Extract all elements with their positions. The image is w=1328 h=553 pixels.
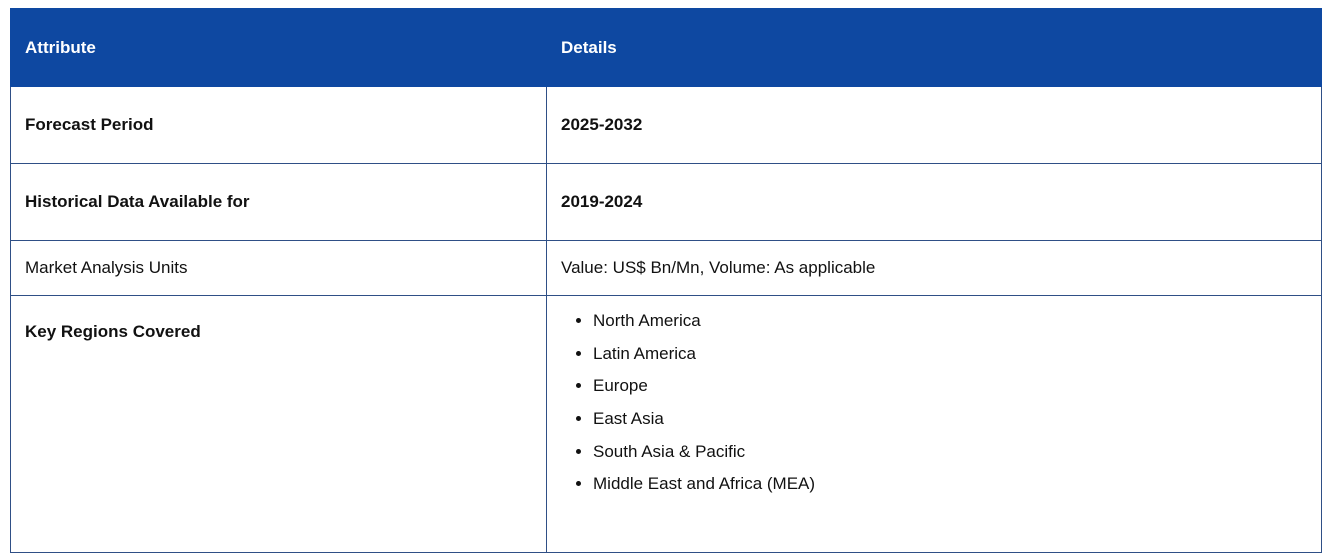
column-header-details: Details (546, 8, 1322, 87)
report-attributes-table: Attribute Details Forecast Period 2025-2… (10, 8, 1322, 553)
table-header-row: Attribute Details (10, 8, 1322, 87)
report-attributes-table-container: Attribute Details Forecast Period 2025-2… (10, 8, 1322, 553)
list-item-region: North America (593, 310, 1307, 331)
table-row: Forecast Period 2025-2032 (10, 86, 1322, 164)
list-item-region: Latin America (593, 343, 1307, 364)
list-item-region: Europe (593, 375, 1307, 396)
row-attribute-historical-data: Historical Data Available for (10, 163, 547, 241)
column-header-attribute: Attribute (10, 8, 547, 87)
list-item-region: South Asia & Pacific (593, 441, 1307, 462)
list-item-region: Middle East and Africa (MEA) (593, 473, 1307, 494)
list-item-region: East Asia (593, 408, 1307, 429)
row-details-historical-data: 2019-2024 (546, 163, 1322, 241)
table-header: Attribute Details (10, 8, 1322, 87)
row-details-forecast-period: 2025-2032 (546, 86, 1322, 164)
table-row: Key Regions Covered North America Latin … (10, 295, 1322, 553)
table-row: Market Analysis Units Value: US$ Bn/Mn, … (10, 240, 1322, 296)
row-details-key-regions: North America Latin America Europe East … (546, 295, 1322, 553)
row-details-market-analysis-units: Value: US$ Bn/Mn, Volume: As applicable (546, 240, 1322, 296)
row-attribute-market-analysis-units: Market Analysis Units (10, 240, 547, 296)
row-attribute-forecast-period: Forecast Period (10, 86, 547, 164)
table-row: Historical Data Available for 2019-2024 (10, 163, 1322, 241)
table-body: Forecast Period 2025-2032 Historical Dat… (10, 86, 1322, 553)
regions-list: North America Latin America Europe East … (561, 310, 1307, 494)
row-attribute-key-regions: Key Regions Covered (10, 295, 547, 553)
